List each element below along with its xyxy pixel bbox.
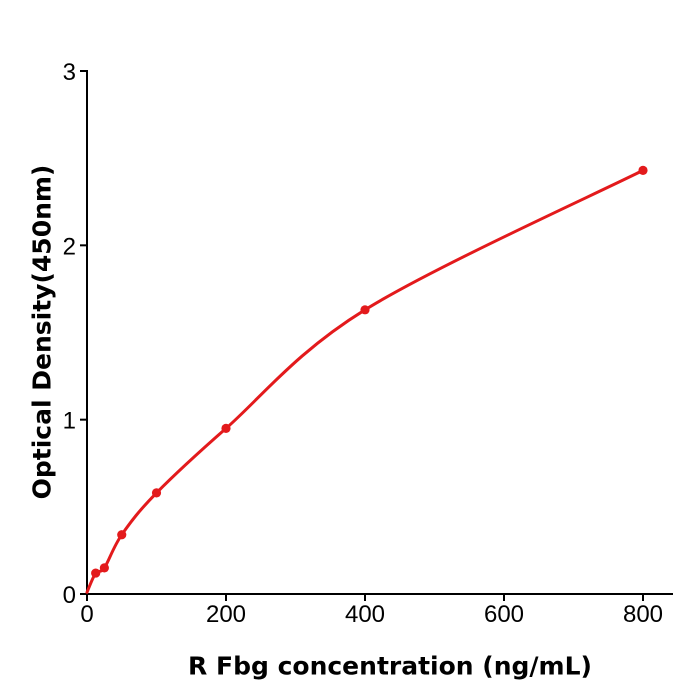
x-tick-label: 800 bbox=[623, 601, 663, 628]
y-tick-label: 1 bbox=[63, 408, 76, 435]
y-axis-title: Optical Density(450nm) bbox=[27, 164, 57, 500]
x-tick-label: 0 bbox=[80, 601, 93, 628]
fit-curve bbox=[85, 168, 645, 594]
y-tick-label: 3 bbox=[63, 59, 76, 86]
x-tick-label: 600 bbox=[484, 601, 524, 628]
y-tick-label: 2 bbox=[63, 233, 76, 260]
data-point bbox=[151, 488, 162, 498]
x-tick-label: 200 bbox=[206, 601, 246, 628]
data-point bbox=[221, 423, 231, 433]
y-tick-label: 0 bbox=[63, 582, 76, 609]
data-point bbox=[117, 530, 127, 540]
data-point bbox=[91, 568, 101, 578]
data-point bbox=[638, 165, 648, 175]
data-point bbox=[99, 563, 109, 573]
data-point bbox=[360, 305, 370, 315]
x-tick-label: 400 bbox=[345, 601, 385, 628]
x-axis-title: R Fbg concentration (ng/mL) bbox=[188, 651, 592, 681]
